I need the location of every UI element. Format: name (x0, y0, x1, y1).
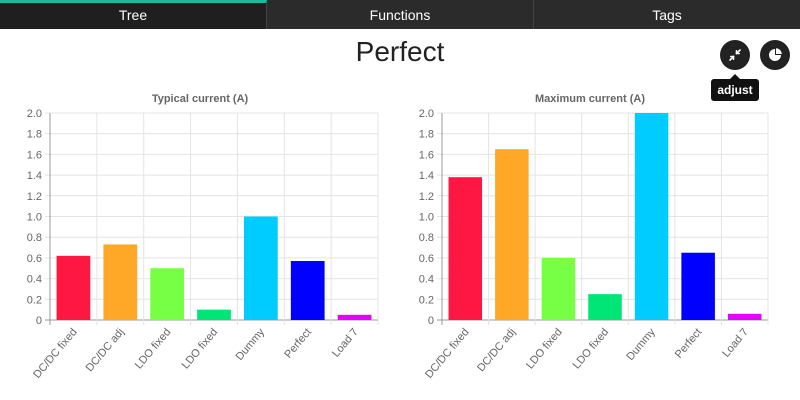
y-tick-label: 0.4 (27, 274, 42, 286)
y-tick-label: 0 (428, 315, 434, 327)
x-tick-label: DC/DC fixed (31, 326, 79, 381)
x-tick-label: DC/DC adj (475, 326, 518, 374)
y-tick-label: 1.8 (27, 129, 42, 141)
y-tick-label: 1.6 (419, 149, 434, 161)
tab-functions[interactable]: Functions (267, 0, 534, 29)
x-tick-label: Perfect (673, 326, 705, 360)
y-tick-label: 1.0 (419, 212, 434, 224)
bar (150, 268, 185, 320)
chart-title: Maximum current (A) (535, 93, 645, 105)
x-tick-label: Load 7 (720, 326, 751, 359)
bar (103, 244, 138, 320)
typical-current-chart: Typical current (A) 0 0.2 0.4 0.6 0.8 1.0 1.2 1… (27, 93, 379, 381)
x-tick-label: DC/DC fixed (423, 326, 471, 381)
y-tick-label: 0.6 (27, 253, 42, 265)
y-tick-label: 2.0 (419, 108, 434, 120)
x-tick-label: LDO fixed (571, 326, 612, 371)
tab-tree[interactable]: Tree (0, 0, 267, 29)
bar (681, 252, 715, 320)
y-tick-label: 0.4 (419, 274, 434, 286)
y-tick-label: 0.2 (419, 294, 434, 306)
bar (290, 261, 325, 320)
pie-chart-icon (769, 48, 782, 61)
bar (634, 113, 669, 320)
y-tick-label: 0.8 (419, 232, 434, 244)
compress-arrows-icon (729, 49, 741, 61)
page-title: Perfect (355, 36, 445, 67)
x-tick-label: LDO fixed (524, 326, 565, 371)
y-tick-label: 2.0 (27, 108, 42, 120)
bar (197, 309, 231, 320)
tab-tags[interactable]: Tags (652, 7, 682, 23)
x-tick-label: Load 7 (330, 326, 361, 359)
bar (541, 257, 576, 320)
y-tick-label: 1.4 (27, 170, 42, 182)
y-tick-label: 1.2 (419, 191, 434, 203)
y-tick-label: 0.8 (27, 232, 42, 244)
x-tick-label: LDO fixed (133, 326, 174, 371)
bar (588, 294, 622, 320)
pie-chart-button[interactable] (760, 40, 790, 70)
y-tick-label: 1.8 (419, 129, 434, 141)
x-tick-label: LDO fixed (180, 326, 221, 371)
adjust-button[interactable] (720, 40, 750, 70)
bar (448, 177, 483, 320)
tab-bar: Tree Functions Tags (0, 0, 800, 29)
adjust-tooltip-label: adjust (717, 83, 753, 97)
y-tick-label: 0.2 (27, 294, 42, 306)
bar (727, 313, 762, 320)
maximum-current-chart: Maximum current (A) 0 0.2 0.4 0.6 0.8 1.0 1.2 1… (419, 93, 769, 381)
y-tick-label: 1.6 (27, 149, 42, 161)
x-tick-label: Perfect (282, 326, 314, 360)
bar (243, 216, 278, 320)
y-tick-label: 0.6 (419, 253, 434, 265)
y-tick-label: 0 (36, 315, 42, 327)
tooltip-arrow (730, 74, 740, 79)
y-tick-label: 1.4 (419, 170, 434, 182)
y-tick-label: 1.2 (27, 191, 42, 203)
bar (56, 255, 91, 320)
bar (337, 314, 372, 320)
x-tick-label: Dummy (234, 326, 268, 363)
x-tick-label: DC/DC adj (84, 326, 127, 374)
x-tick-label: Dummy (624, 326, 658, 363)
bar (495, 149, 529, 320)
chart-title: Typical current (A) (152, 93, 249, 105)
y-tick-label: 1.0 (27, 212, 42, 224)
adjust-tooltip: adjust (711, 74, 759, 101)
